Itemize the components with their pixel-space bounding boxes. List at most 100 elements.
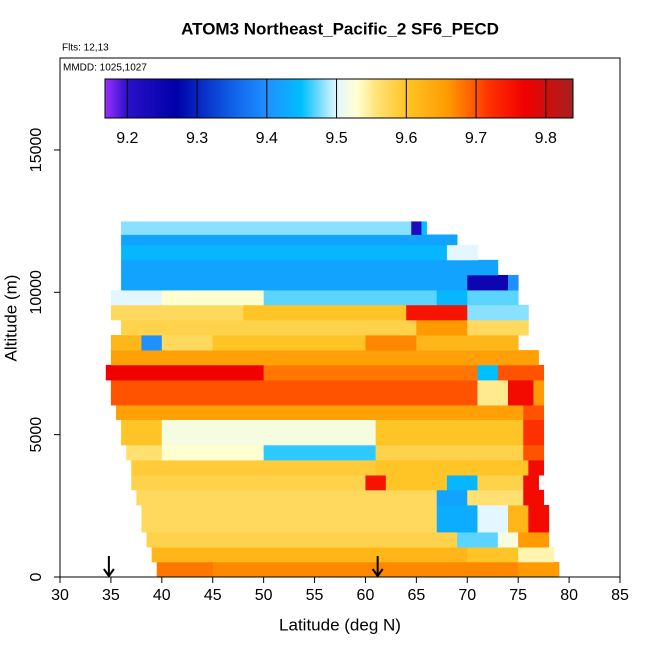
heat-cell [518, 547, 555, 563]
dates-note: MMDD: 1025,1027 [63, 63, 147, 74]
y-tick-label: 15000 [28, 128, 45, 173]
heat-cell [375, 444, 524, 461]
heat-cell [121, 319, 417, 336]
heat-cell [161, 419, 377, 446]
heat-cell [436, 489, 468, 506]
heat-cell [263, 364, 478, 381]
y-tick-label: 5000 [28, 417, 45, 453]
heat-cell [375, 419, 524, 446]
x-tick-label: 50 [255, 587, 273, 604]
x-tick-label: 60 [357, 587, 375, 604]
colorbar-tick-label: 9.3 [186, 130, 208, 147]
heat-cell [121, 419, 163, 446]
heat-cell [243, 304, 407, 321]
heat-cell [421, 221, 427, 235]
heat-cell [131, 459, 377, 476]
heat-cell [533, 379, 545, 406]
heat-cell [121, 274, 468, 291]
heat-cell [375, 459, 529, 476]
colorbar-tick-label: 9.8 [535, 130, 557, 147]
heat-cell [446, 475, 478, 491]
heat-cell [121, 234, 458, 246]
heat-cell [436, 290, 468, 306]
heat-cell [467, 304, 529, 321]
heat-cell [110, 290, 163, 306]
heat-cell [518, 561, 560, 578]
x-axis-label: Latitude (deg N) [279, 615, 401, 634]
heat-cell [508, 379, 534, 406]
heat-cell [131, 475, 366, 491]
heat-cell [110, 379, 478, 406]
heat-cell [528, 459, 545, 476]
heat-cell [523, 489, 545, 506]
heat-cell [105, 364, 265, 381]
x-tick-label: 45 [204, 587, 222, 604]
colorbar [104, 78, 574, 119]
heat-cell [126, 444, 163, 461]
heat-cell [523, 475, 539, 491]
heat-cell [385, 475, 448, 491]
heat-cell [263, 444, 377, 461]
y-axis-label: Altitude (m) [1, 275, 20, 362]
heat-cell [523, 444, 545, 461]
heat-cell [110, 304, 244, 321]
heat-cell [508, 504, 529, 533]
heat-cell [365, 335, 417, 351]
colorbar-tick-label: 9.6 [395, 130, 417, 147]
heat-cell [518, 532, 550, 548]
heat-cell [467, 489, 524, 506]
flights-note: Flts: 12,13 [62, 43, 109, 54]
x-tick-label: 40 [153, 587, 171, 604]
heat-cell [497, 532, 519, 548]
heat-cell [477, 504, 509, 533]
y-tick-label: 0 [28, 572, 45, 581]
heat-cell [121, 221, 412, 235]
x-tick-label: 85 [611, 587, 629, 604]
plot-frame [59, 57, 621, 578]
heat-cell [146, 532, 458, 548]
heat-cell [212, 335, 366, 351]
heat-cell [457, 532, 499, 548]
heat-cell [141, 335, 163, 351]
heat-cell [477, 475, 524, 491]
heat-cell [477, 379, 509, 406]
x-tick-label: 65 [407, 587, 425, 604]
x-tick-label: 70 [458, 587, 476, 604]
heat-cell [121, 244, 448, 261]
x-tick-label: 80 [560, 587, 578, 604]
heat-cell [467, 547, 519, 563]
heat-cell [156, 561, 214, 578]
y-tick-label: 10000 [28, 270, 45, 315]
heat-cell [212, 561, 519, 578]
flight-arrow [103, 556, 115, 578]
heat-cell [467, 319, 529, 336]
heat-cell [528, 504, 550, 533]
heat-cell [161, 290, 265, 306]
heat-cell [477, 364, 499, 381]
heat-cell [136, 489, 438, 506]
heat-cell [110, 350, 539, 366]
heat-cell [467, 290, 519, 306]
heat-cell [416, 335, 519, 351]
heat-cell [365, 475, 387, 491]
heat-cell [161, 444, 265, 461]
x-tick-label: 75 [509, 587, 527, 604]
x-tick-label: 55 [306, 587, 324, 604]
heat-cell [416, 319, 468, 336]
heat-cell [161, 335, 214, 351]
colorbar-tick-label: 9.5 [325, 130, 347, 147]
heat-cell [263, 290, 438, 306]
x-tick-label: 30 [51, 587, 69, 604]
flight-arrow [371, 556, 384, 578]
x-tick-label: 35 [102, 587, 120, 604]
colorbar-tick-label: 9.4 [256, 130, 278, 147]
heat-cell [446, 244, 478, 261]
heat-cell [508, 274, 519, 291]
heat-cell [110, 335, 142, 351]
heat-cell [406, 304, 468, 321]
heat-cell [467, 274, 509, 291]
heat-cell [523, 405, 545, 420]
heat-cell [151, 547, 468, 563]
colorbar-tick-label: 9.2 [116, 130, 138, 147]
